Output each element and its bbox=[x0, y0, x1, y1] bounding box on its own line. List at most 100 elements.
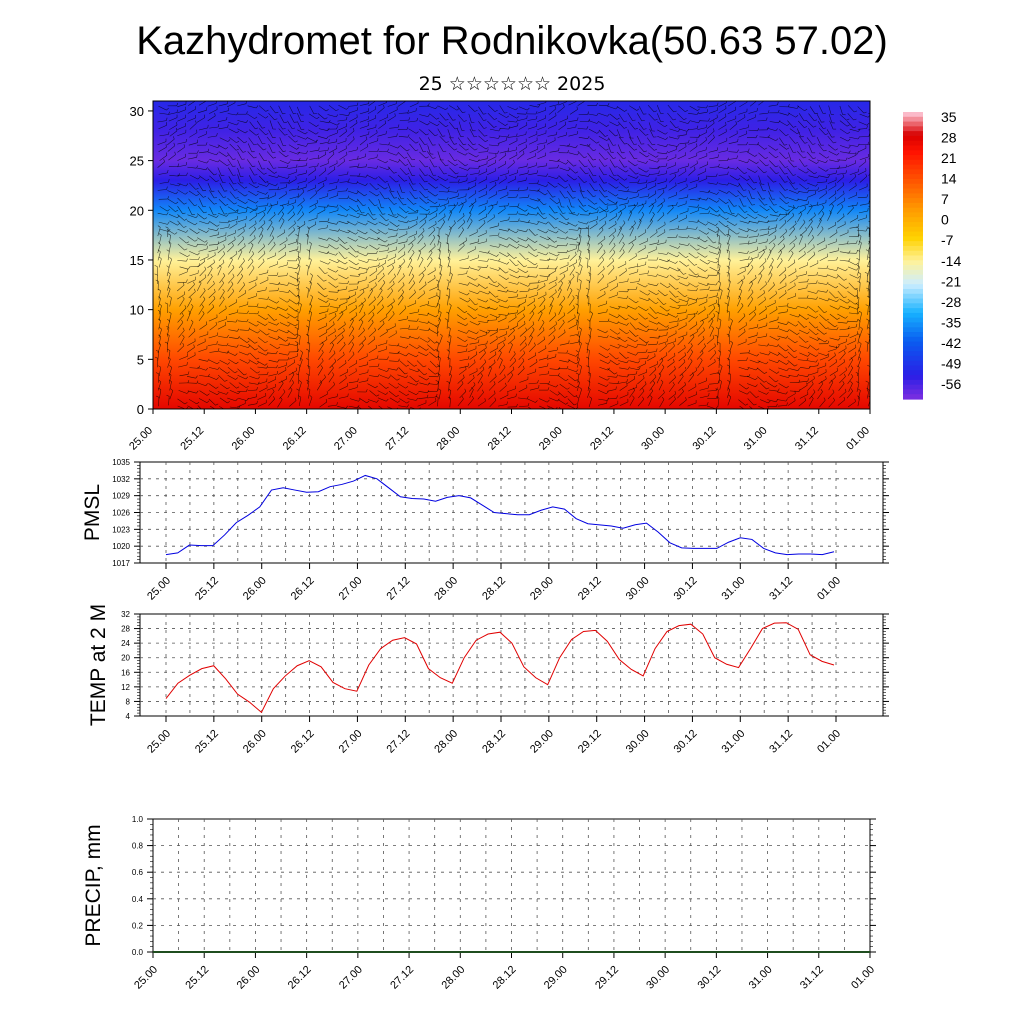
x-tick-label: 26.12 bbox=[281, 425, 309, 453]
colorbar-segment bbox=[903, 293, 923, 300]
colorbar-segment bbox=[903, 245, 923, 252]
y-tick-label: 24 bbox=[121, 639, 130, 648]
y-tick-label: 5 bbox=[137, 352, 144, 367]
x-tick-label: 30.00 bbox=[624, 728, 652, 756]
vertical-grid bbox=[178, 819, 845, 952]
x-tick-label: 26.00 bbox=[241, 728, 269, 756]
x-tick-label: 30.12 bbox=[672, 575, 700, 603]
y-tick-label: 0.2 bbox=[132, 921, 144, 930]
x-tick-label: 25.00 bbox=[132, 964, 160, 992]
colorbar-label: -42 bbox=[941, 335, 961, 351]
cross-section-panel: 0 5 10 15 20 25 30 25.00 25.12 26.00 26.12 27.00 27… bbox=[127, 100, 872, 453]
colorbar-segment bbox=[903, 226, 923, 233]
colorbar-segment bbox=[903, 332, 923, 338]
series-line bbox=[165, 622, 835, 714]
colorbar-label: -35 bbox=[941, 314, 961, 330]
y-tick-label: 4 bbox=[126, 712, 131, 721]
x-tick-label: 27.00 bbox=[337, 964, 365, 992]
colorbar-segment bbox=[903, 222, 923, 228]
colorbar-segment bbox=[903, 322, 923, 328]
colorbar-segment bbox=[903, 164, 923, 170]
colorbar-segment bbox=[903, 298, 923, 304]
colorbar-segment bbox=[903, 188, 923, 194]
x-tick-label: 27.00 bbox=[337, 728, 365, 756]
x-tick-label: 31.12 bbox=[767, 728, 795, 756]
y-tick-label: 1017 bbox=[112, 559, 130, 568]
wind-barbs-layer bbox=[154, 101, 870, 409]
colorbar-label: 28 bbox=[941, 130, 957, 146]
colorbar-segment bbox=[903, 394, 923, 400]
x-tick-label: 25.00 bbox=[145, 728, 173, 756]
colorbar-segment bbox=[903, 131, 923, 137]
colorbar-segment bbox=[903, 121, 923, 127]
colorbar-segment bbox=[903, 250, 923, 257]
colorbar-segment bbox=[903, 317, 923, 324]
x-tick-label: 28.12 bbox=[486, 425, 514, 453]
y-tick-label: 20 bbox=[130, 203, 144, 218]
x-tick-label: 27.12 bbox=[384, 728, 412, 756]
x-tick-label: 28.12 bbox=[480, 575, 508, 603]
colorbar-segment bbox=[903, 265, 923, 271]
colorbar-segment bbox=[903, 389, 923, 395]
colorbar-segment bbox=[903, 112, 923, 118]
x-tick-label: 01.00 bbox=[849, 964, 877, 992]
colorbar-segment bbox=[903, 217, 923, 223]
colorbar-segment bbox=[903, 178, 923, 185]
y-tick-label: 20 bbox=[121, 654, 130, 663]
colorbar: 35 28 21 14 7 0 -7 -14 -21 -28 -35 -42 -49 -56 bbox=[903, 109, 961, 400]
colorbar-segment bbox=[903, 255, 923, 261]
colorbar-segment bbox=[903, 150, 923, 156]
colorbar-segment bbox=[903, 174, 923, 180]
y-tick-label: 1032 bbox=[112, 475, 130, 484]
y-tick-label: 25 bbox=[130, 154, 144, 169]
colorbar-segment bbox=[903, 207, 923, 214]
colorbar-segment bbox=[903, 126, 923, 132]
x-tick-label: 26.12 bbox=[289, 728, 317, 756]
y-tick-label: 0 bbox=[137, 402, 144, 417]
x-tick-label: 28.12 bbox=[480, 728, 508, 756]
colorbar-segment bbox=[903, 336, 923, 343]
series-line bbox=[165, 474, 835, 556]
x-tick-label: 26.12 bbox=[286, 964, 314, 992]
x-tick-label: 26.12 bbox=[289, 575, 317, 603]
colorbar-segment bbox=[903, 360, 923, 367]
x-tick-label: 29.12 bbox=[593, 964, 621, 992]
colorbar-segment bbox=[903, 183, 923, 190]
colorbar-segment bbox=[903, 202, 923, 209]
y-tick-label: 28 bbox=[121, 625, 130, 634]
x-tick-label: 29.00 bbox=[542, 964, 570, 992]
x-tick-label: 28.12 bbox=[491, 964, 519, 992]
chart-subtitle: 25 ☆☆☆☆☆☆ 2025 bbox=[418, 73, 606, 95]
y-tick-label: 1029 bbox=[112, 492, 130, 501]
y-tick-label: 1035 bbox=[112, 458, 130, 467]
colorbar-segment bbox=[903, 375, 923, 381]
x-tick-label: 25.12 bbox=[193, 728, 221, 756]
x-tick-label: 29.12 bbox=[576, 728, 604, 756]
y-axis-title: TEMP at 2 M bbox=[87, 604, 110, 726]
x-tick-label: 28.00 bbox=[439, 964, 467, 992]
colorbar-label: 21 bbox=[941, 150, 957, 166]
x-tick-label: 31.00 bbox=[742, 425, 770, 453]
x-tick-label: 27.12 bbox=[388, 964, 416, 992]
colorbar-segment bbox=[903, 327, 923, 333]
colorbar-label: -28 bbox=[941, 294, 961, 310]
panel-frame bbox=[139, 613, 884, 717]
x-tick-label: 31.00 bbox=[747, 964, 775, 992]
colorbar-label: -56 bbox=[941, 376, 961, 392]
x-tick-label: 28.00 bbox=[432, 575, 460, 603]
colorbar-segment bbox=[903, 212, 923, 218]
x-tick-label: 31.00 bbox=[719, 728, 747, 756]
y-tick-label: 0.6 bbox=[132, 868, 144, 877]
colorbar-segment bbox=[903, 341, 923, 347]
precip-panel: 0.0 0.2 0.4 0.6 0.8 1.0 PRECIP, mm 25.00 25.12 26… bbox=[82, 815, 877, 992]
x-tick-label: 30.00 bbox=[644, 964, 672, 992]
colorbar-segment bbox=[903, 198, 923, 204]
x-tick-label: 30.00 bbox=[624, 575, 652, 603]
colorbar-segment bbox=[903, 284, 923, 290]
y-tick-label: 30 bbox=[130, 104, 144, 119]
x-tick-label: 25.00 bbox=[145, 575, 173, 603]
colorbar-segment bbox=[903, 155, 923, 161]
x-axis: 25.00 25.12 26.00 26.12 27.00 27.12 28.00 28.12… bbox=[145, 716, 843, 756]
colorbar-segment bbox=[903, 241, 923, 247]
